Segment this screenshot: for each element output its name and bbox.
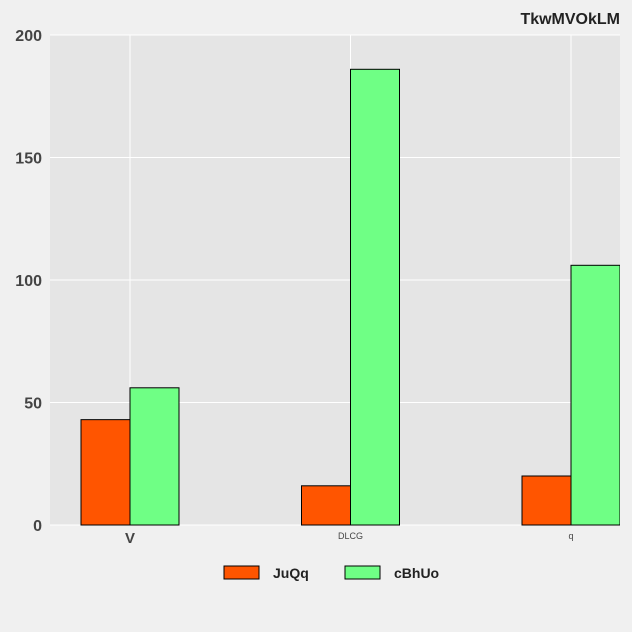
legend-label: JuQq — [273, 565, 309, 581]
y-tick-label: 150 — [15, 151, 42, 168]
bar-JuQq-q — [521, 475, 572, 526]
y-tick-label: 100 — [15, 273, 42, 290]
bars — [80, 68, 620, 526]
legend: JuQq cBhUo — [223, 565, 439, 581]
bar-JuQq-DLCG — [301, 485, 351, 526]
chart-title: TkwMVOkLM — [520, 11, 620, 28]
bar-cBhUo-DLCG — [350, 68, 400, 526]
y-axis-ticks: 0 50 100 150 200 — [15, 28, 42, 535]
x-tick-label: V — [125, 530, 135, 547]
legend-swatch — [344, 565, 381, 580]
bar-cBhUo-V — [129, 387, 180, 526]
x-tick-label: q — [568, 531, 573, 541]
bar-JuQq-V — [80, 419, 131, 526]
legend-label: cBhUo — [394, 565, 439, 581]
bar-cBhUo-q — [570, 264, 620, 526]
y-tick-label: 200 — [15, 28, 42, 45]
x-tick-label: DLCG — [338, 531, 363, 541]
y-tick-label: 50 — [24, 396, 42, 413]
legend-swatch — [223, 565, 260, 580]
y-tick-label: 0 — [33, 518, 42, 535]
x-axis-ticks: V DLCG q — [125, 530, 574, 547]
